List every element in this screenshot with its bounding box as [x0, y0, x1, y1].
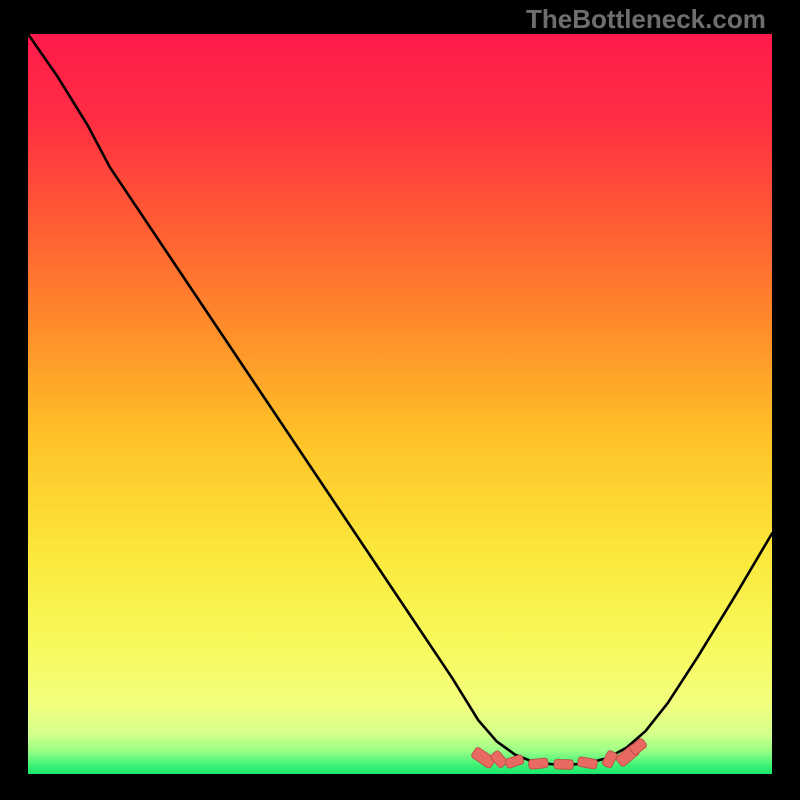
gradient-background: [28, 34, 772, 774]
watermark-text: TheBottleneck.com: [526, 4, 766, 35]
bottleneck-curve-chart: [0, 0, 800, 800]
plot-frame: TheBottleneck.com: [0, 0, 800, 800]
optimal-zone-marker: [554, 759, 574, 769]
optimal-zone-marker: [528, 758, 548, 770]
